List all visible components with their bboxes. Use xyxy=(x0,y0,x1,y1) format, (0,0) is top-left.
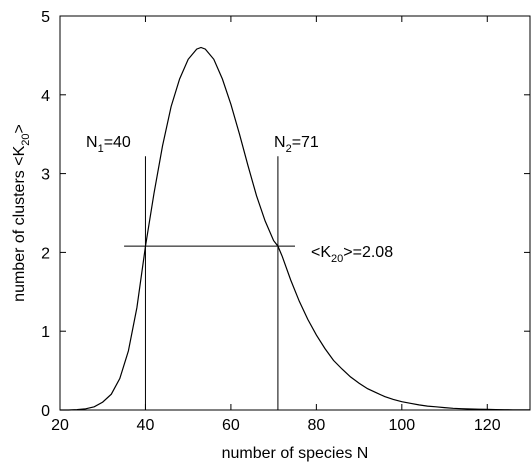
annotation-n1: N1=40 xyxy=(86,134,131,155)
y-tick-label: 3 xyxy=(41,167,50,184)
annotation-level: <K20>=2.08 xyxy=(311,244,393,265)
y-tick-label: 0 xyxy=(41,403,50,420)
reference-lines xyxy=(124,156,295,410)
y-tick-label: 1 xyxy=(41,324,50,341)
y-tick-label: 4 xyxy=(41,88,50,105)
y-tick-label: 2 xyxy=(41,245,50,262)
x-tick-label: 40 xyxy=(137,417,155,434)
plot-frame xyxy=(59,15,531,411)
annotation-n2: N2=71 xyxy=(274,134,319,155)
series-curve xyxy=(60,46,531,411)
x-tick-label: 120 xyxy=(474,417,501,434)
x-tick-label: 60 xyxy=(222,417,240,434)
x-axis-label: number of species N xyxy=(222,445,369,462)
y-axis-label: number of clusters <K20> xyxy=(11,124,32,302)
x-tick-label: 20 xyxy=(51,417,69,434)
x-tick-label: 100 xyxy=(388,417,415,434)
y-tick-label: 5 xyxy=(41,9,50,26)
x-tick-label: 80 xyxy=(307,417,325,434)
axis-ticks: 20 40 60 80 100 120 0 1 2 3 4 5 xyxy=(41,9,530,434)
